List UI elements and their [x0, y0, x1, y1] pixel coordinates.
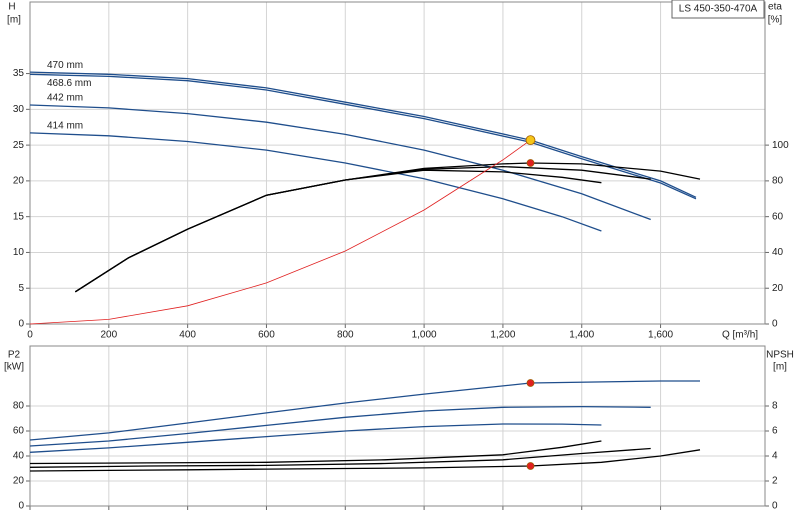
- curve: [29, 449, 701, 472]
- x-tick-label: 400: [179, 330, 196, 341]
- x-axis-label: Q [m³/h]: [722, 330, 758, 341]
- curve-label: 442 mm: [47, 93, 83, 104]
- y-tick-label: 20: [13, 476, 25, 487]
- curve: [29, 104, 651, 221]
- y-axis-label: P2: [8, 350, 21, 361]
- duty-point: [526, 159, 535, 167]
- curve-label: 470 mm: [47, 60, 83, 71]
- y2-tick-label: 20: [772, 283, 784, 294]
- y-tick-label: 5: [18, 283, 24, 294]
- curve: [29, 405, 651, 447]
- y2-axis-unit: [m]: [773, 362, 787, 373]
- y2-tick-label: 60: [772, 211, 784, 222]
- y-tick-label: 25: [13, 140, 25, 151]
- y2-tick-label: 0: [772, 319, 778, 330]
- x-tick-label: 1,000: [412, 330, 437, 341]
- x-tick-label: 1,400: [569, 330, 594, 341]
- duty-point: [526, 462, 535, 470]
- curve-label: 414 mm: [47, 121, 83, 132]
- curve: [29, 71, 697, 198]
- y2-tick-label: 40: [772, 247, 784, 258]
- y-tick-label: 10: [13, 247, 25, 258]
- y2-tick-label: 100: [772, 140, 789, 151]
- y-tick-label: 15: [13, 211, 25, 222]
- y2-axis-label: eta: [768, 2, 782, 13]
- curve: [29, 447, 651, 468]
- plot-frame: [29, 345, 766, 507]
- x-tick-label: 800: [337, 330, 354, 341]
- curve: [29, 440, 602, 465]
- y-tick-label: 0: [18, 501, 24, 512]
- y-axis-label: H: [8, 2, 15, 13]
- curve-label: 468.6 mm: [47, 78, 91, 89]
- curve: [29, 380, 700, 441]
- y2-tick-label: 6: [772, 426, 778, 437]
- plot-frame: [29, 1, 766, 325]
- y-tick-label: 30: [13, 104, 25, 115]
- y2-tick-label: 4: [772, 451, 778, 462]
- chart-title: LS 450-350-470A: [679, 4, 758, 15]
- y-tick-label: 80: [13, 401, 25, 412]
- y2-axis-label: NPSH: [766, 350, 794, 361]
- y-tick-label: 35: [13, 68, 25, 79]
- y-tick-label: 60: [13, 426, 25, 437]
- y-axis-unit: [m]: [7, 15, 21, 26]
- y-axis-unit: [kW]: [4, 362, 24, 373]
- curve: [29, 132, 602, 232]
- y2-tick-label: 2: [772, 476, 778, 487]
- curve: [74, 169, 602, 293]
- title-box: [671, 0, 765, 19]
- y2-axis-unit: [%]: [768, 15, 783, 26]
- x-tick-label: 0: [27, 330, 33, 341]
- curve: [29, 139, 531, 325]
- x-tick-label: 1,600: [648, 330, 673, 341]
- x-tick-label: 600: [258, 330, 275, 341]
- y2-tick-label: 80: [772, 176, 784, 187]
- curve: [29, 73, 697, 200]
- y2-tick-label: 8: [772, 401, 778, 412]
- duty-point: [526, 379, 535, 387]
- y-tick-label: 40: [13, 451, 25, 462]
- x-tick-label: 200: [100, 330, 117, 341]
- y-tick-label: 20: [13, 176, 25, 187]
- duty-point: [525, 135, 536, 146]
- curve: [29, 423, 602, 453]
- y-tick-label: 0: [18, 319, 24, 330]
- y2-tick-label: 0: [772, 501, 778, 512]
- x-tick-label: 1,200: [490, 330, 515, 341]
